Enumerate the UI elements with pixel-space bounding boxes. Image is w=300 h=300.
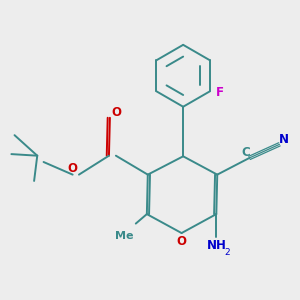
Text: F: F — [216, 86, 224, 99]
Text: C: C — [241, 146, 250, 159]
Text: O: O — [67, 162, 77, 176]
Text: NH: NH — [206, 239, 226, 252]
Text: 2: 2 — [225, 248, 230, 257]
Text: O: O — [177, 236, 187, 248]
Text: O: O — [112, 106, 122, 118]
Text: N: N — [279, 133, 289, 146]
Text: Me: Me — [116, 231, 134, 241]
